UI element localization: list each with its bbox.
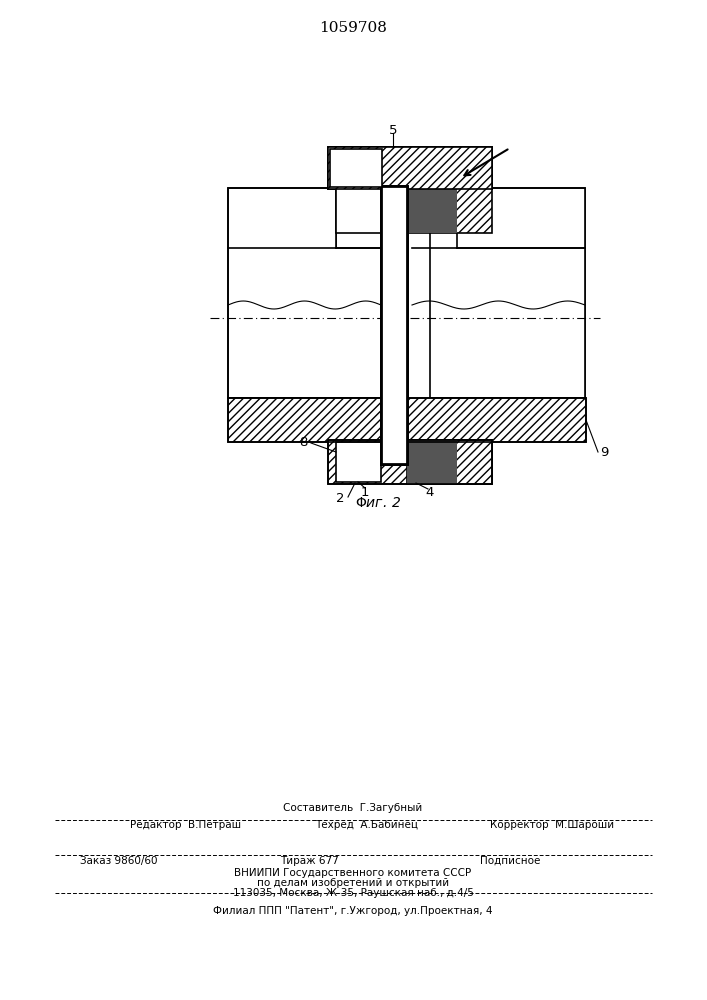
Bar — [430, 188, 585, 398]
Text: по делам изобретений и открытий: по делам изобретений и открытий — [257, 878, 449, 888]
Bar — [336, 147, 381, 189]
Bar — [382, 147, 408, 465]
Bar — [336, 188, 381, 233]
Bar — [336, 188, 381, 248]
Bar — [328, 147, 492, 189]
Text: 8: 8 — [300, 436, 308, 450]
Bar — [381, 186, 407, 464]
Text: 4: 4 — [426, 486, 434, 498]
Bar — [330, 149, 382, 187]
Bar — [228, 398, 586, 442]
Text: Заказ 9860/60: Заказ 9860/60 — [80, 856, 158, 866]
Text: ВНИИПИ Государственного комитета СССР: ВНИИПИ Государственного комитета СССР — [235, 868, 472, 878]
Text: $\Phi$иг. 2: $\Phi$иг. 2 — [355, 496, 401, 510]
Text: Редактор  В.Петраш: Редактор В.Петраш — [130, 820, 241, 830]
Bar — [228, 188, 383, 398]
Bar — [228, 188, 383, 398]
Bar — [430, 188, 585, 398]
Bar — [229, 189, 336, 397]
Bar — [412, 188, 457, 248]
Bar — [336, 442, 381, 482]
Text: 1: 1 — [361, 486, 369, 498]
Bar — [413, 189, 585, 397]
Text: Тираж 677: Тираж 677 — [280, 856, 339, 866]
Text: Составитель  Г.Загубный: Составитель Г.Загубный — [284, 803, 423, 813]
Text: Корректор  М.Шароши: Корректор М.Шароши — [490, 820, 614, 830]
Bar — [336, 147, 381, 189]
Bar — [407, 440, 492, 484]
Text: 113035, Москва, Ж-35, Раушская наб., д.4/5: 113035, Москва, Ж-35, Раушская наб., д.4… — [233, 888, 474, 898]
Bar — [330, 149, 382, 185]
Text: Техред  А.Бабинец: Техред А.Бабинец — [315, 820, 418, 830]
Bar — [407, 188, 492, 233]
Bar — [382, 399, 407, 441]
Bar — [328, 440, 492, 484]
Text: Подписное: Подписное — [480, 856, 540, 866]
Text: Филиал ППП "Патент", г.Ужгород, ул.Проектная, 4: Филиал ППП "Патент", г.Ужгород, ул.Проек… — [214, 906, 493, 916]
Text: 2: 2 — [336, 491, 344, 504]
Bar — [328, 147, 492, 189]
Bar — [381, 186, 407, 464]
Bar — [228, 398, 586, 442]
Text: 1059708: 1059708 — [319, 21, 387, 35]
Bar — [328, 440, 492, 484]
Text: 9: 9 — [600, 446, 609, 458]
Polygon shape — [407, 440, 457, 484]
Text: 5: 5 — [389, 123, 397, 136]
Polygon shape — [407, 186, 457, 233]
Bar — [328, 147, 492, 189]
Bar — [381, 186, 407, 464]
